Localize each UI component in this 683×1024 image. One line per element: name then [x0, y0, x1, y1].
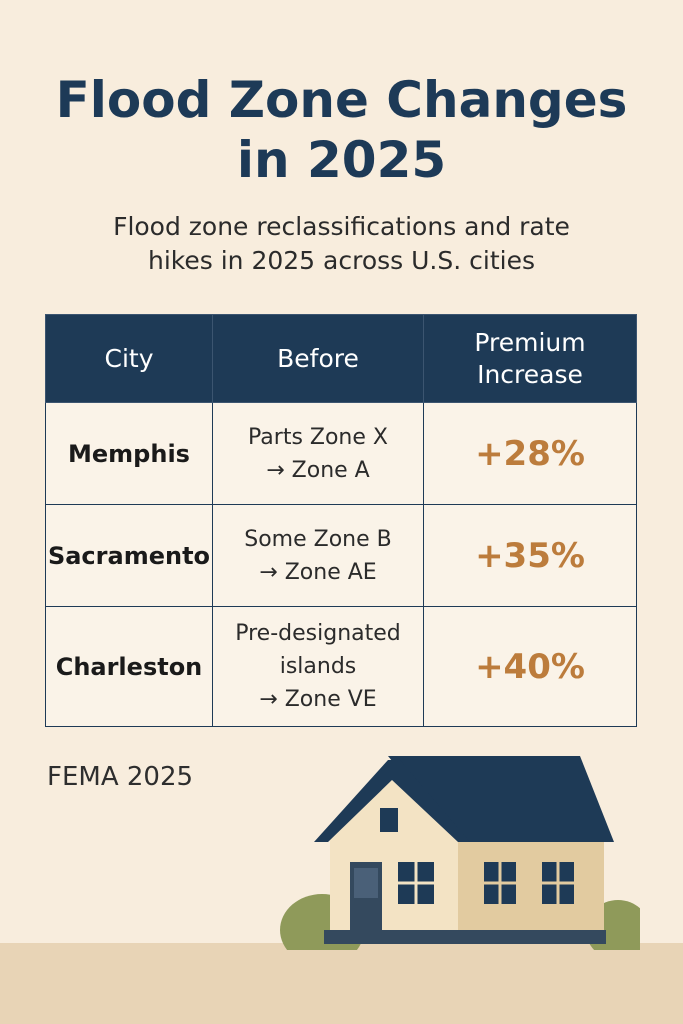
table-row: Memphis Parts Zone X → Zone A +28%: [45, 402, 637, 505]
increase-cell: +40%: [423, 606, 637, 727]
before-line: islands: [279, 654, 357, 679]
header-city: City: [45, 314, 213, 403]
page-title: Flood Zone Changes in 2025: [55, 71, 628, 189]
ground: [0, 943, 683, 1024]
before-line: Pre-designated: [235, 621, 401, 646]
house-icon: [280, 756, 640, 950]
before-cell: Some Zone B → Zone AE: [212, 504, 424, 607]
increase-cell: +35%: [423, 504, 637, 607]
before-line: → Zone AE: [259, 559, 377, 585]
table-row: Charleston Pre-designated islands → Zone…: [45, 606, 637, 727]
before-line: Parts Zone X: [248, 424, 388, 450]
header-before: Before: [212, 314, 424, 403]
header-premium-increase: Premium Increase: [423, 314, 637, 403]
flood-zone-table: City Before Premium Increase Memphis Par…: [45, 314, 637, 727]
table-row: Sacramento Some Zone B → Zone AE +35%: [45, 504, 637, 607]
city-cell: Charleston: [45, 606, 213, 727]
source-label: FEMA 2025: [47, 762, 194, 792]
increase-cell: +28%: [423, 402, 637, 505]
city-cell: Sacramento: [45, 504, 213, 607]
before-line: Some Zone B: [244, 526, 392, 552]
before-cell: Pre-designated islands → Zone VE: [212, 606, 424, 727]
table-header-row: City Before Premium Increase: [45, 314, 637, 403]
city-cell: Memphis: [45, 402, 213, 505]
before-cell: Parts Zone X → Zone A: [212, 402, 424, 505]
page-subtitle: Flood zone reclassifications and rate hi…: [113, 212, 570, 275]
before-line: → Zone A: [266, 457, 370, 483]
before-line: → Zone VE: [259, 687, 377, 712]
